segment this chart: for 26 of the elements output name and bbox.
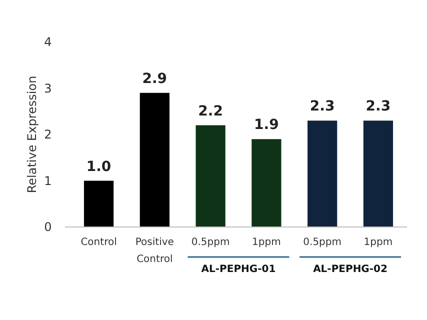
bar [84,180,114,227]
data-label: 2.3 [366,98,391,115]
bar [308,120,338,227]
y-tick-label: 0 [44,220,52,234]
data-label: 2.3 [310,98,335,115]
bar [140,92,170,227]
y-tick-label: 3 [44,81,52,96]
bar [196,125,226,227]
y-tick-label: 2 [44,128,52,142]
text: AL-PEPHG-01 [201,264,276,275]
data-label: 2.2 [198,103,223,120]
x-tick-label: 0.5ppm [303,237,342,248]
text: AL-PEPHG-02 [313,264,388,275]
bar [363,120,394,227]
data-label: 2.9 [142,70,168,87]
x-tick-label: Positive Control [135,237,174,265]
x-tick-label: 0.5ppm [191,237,230,248]
x-tick-label: 1ppm [252,237,281,248]
y-tick-label: 4 [44,35,52,50]
x-tick-label: 1ppm [364,237,393,248]
y-axis-title: Relative Expression [25,76,39,194]
y-tick-label: 1 [44,174,52,188]
bar [252,139,282,227]
x-tick-label: Control [80,237,117,248]
data-label: 1.9 [254,117,279,134]
data-label: 1.0 [86,158,112,175]
